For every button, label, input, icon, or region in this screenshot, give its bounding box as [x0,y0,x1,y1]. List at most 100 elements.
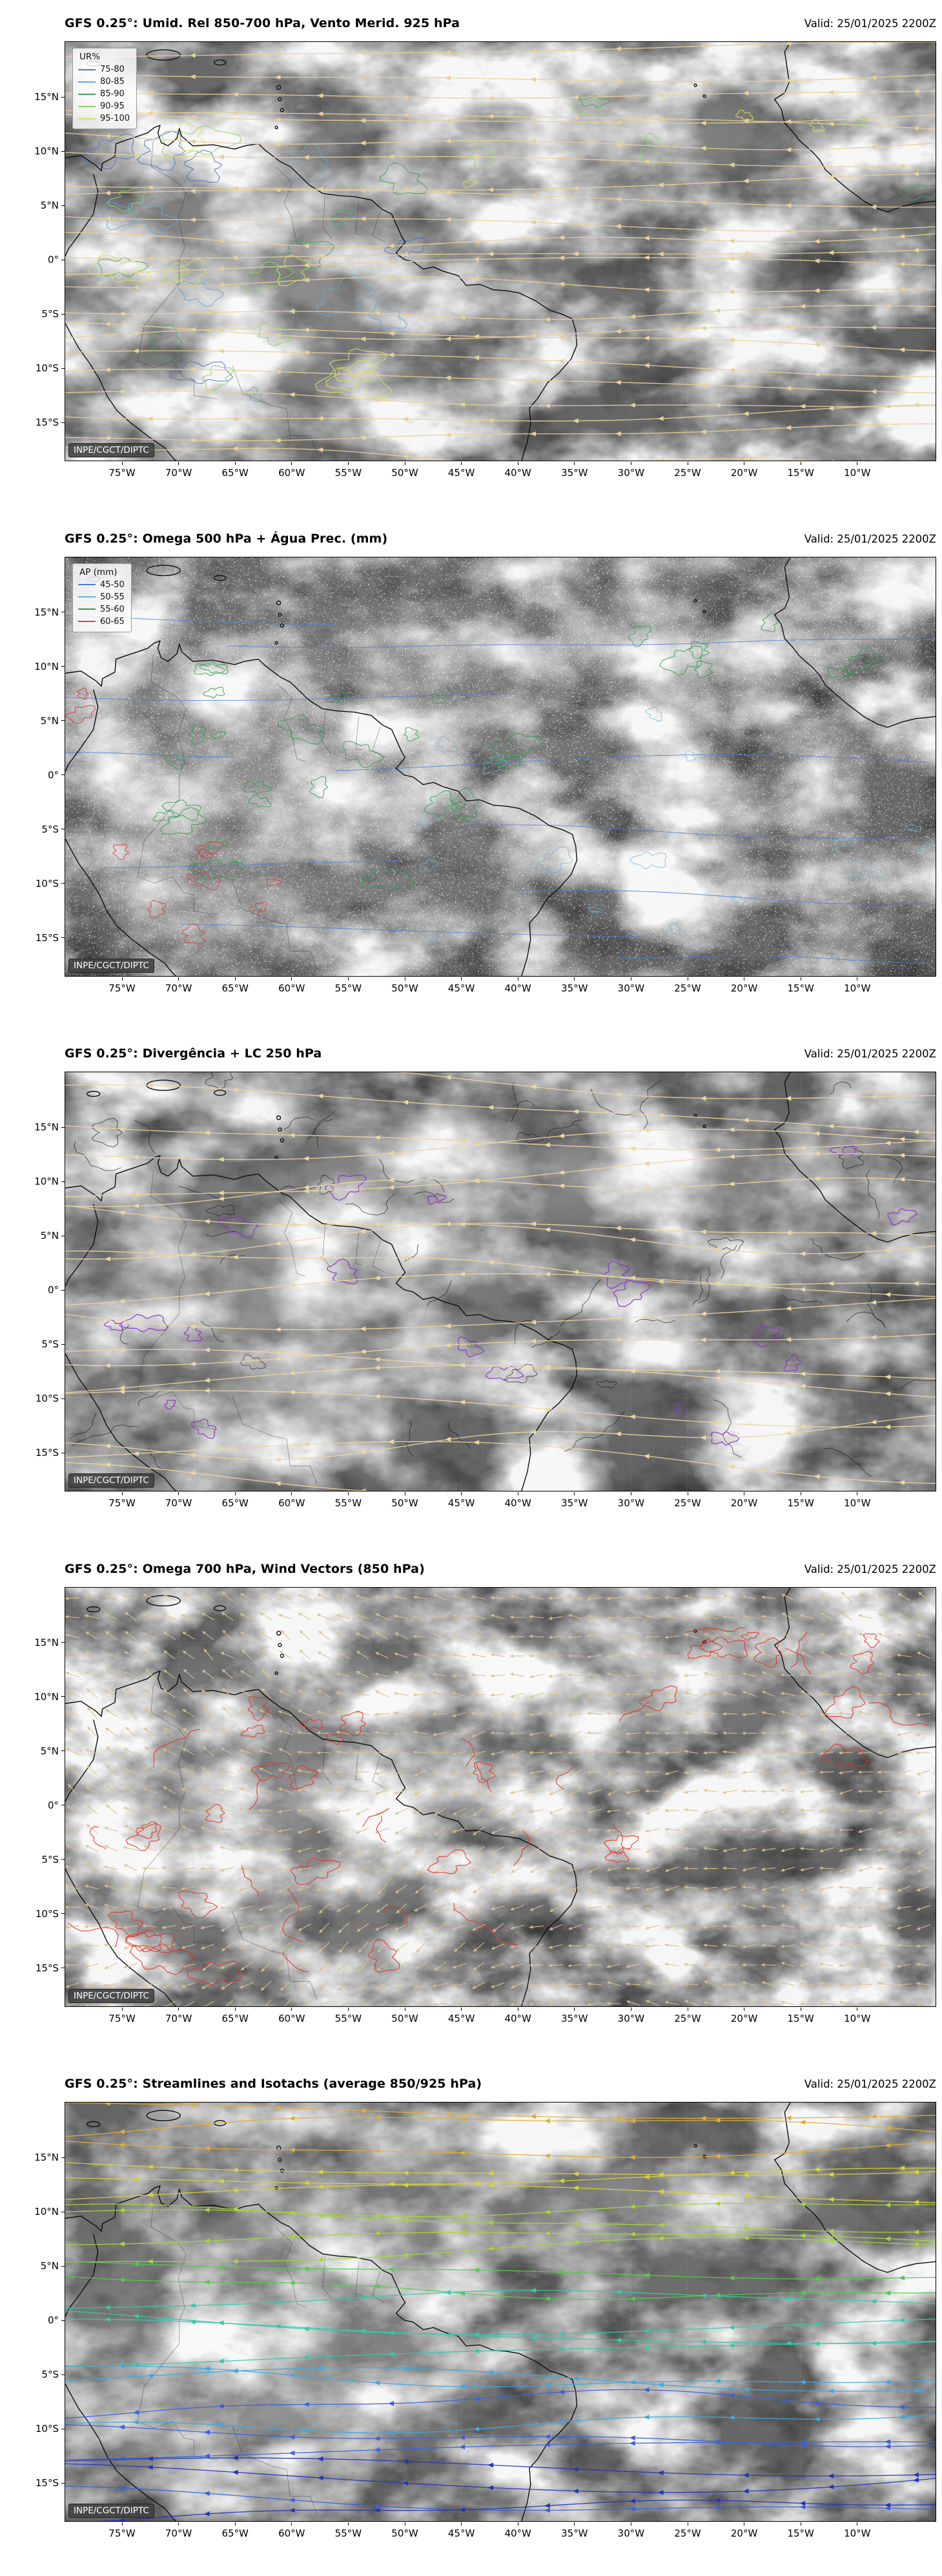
lat-tickmark [61,96,65,98]
lon-tickmark [234,2522,236,2526]
watermark-label: INPE/CGCT/DIPTC [68,958,154,973]
lat-tick-label: 5°S [41,1338,59,1351]
lon-tick-label: 10°W [844,467,871,479]
legend-line-swatch [78,584,96,586]
lon-tick-label: 40°W [504,982,531,994]
lon-tick-label: 55°W [334,467,362,479]
lon-tickmark [574,2007,575,2011]
legend-line-swatch [78,118,96,119]
lon-tick-label: 20°W [730,1497,758,1510]
lon-tick-label: 45°W [447,467,475,479]
weather-panel-5: GFS 0.25°: Streamlines and Isotachs (ave… [0,2061,942,2576]
lat-tickmark [61,151,65,152]
lat-tickmark [61,1642,65,1643]
lat-tickmark [61,774,65,776]
legend-entry-label: 55-60 [100,604,125,614]
panel-header: GFS 0.25°: Streamlines and Isotachs (ave… [65,2077,936,2091]
lat-tickmark [61,937,65,939]
weather-panel-3: GFS 0.25°: Divergência + LC 250 hPa Vali… [0,1030,942,1546]
map-legend: AP (mm) 45-50 50-55 55-60 60-65 [72,563,132,632]
lat-tick-label: 0° [47,1284,59,1296]
lon-tick-label: 75°W [108,982,136,994]
lat-tickmark [61,2320,65,2321]
legend-line-swatch [78,608,96,610]
legend-entry: 45-50 [78,579,125,591]
lon-tick-label: 60°W [278,2528,305,2540]
watermark-label: INPE/CGCT/DIPTC [68,443,154,457]
lat-tick-label: 5°N [40,2260,59,2272]
map-canvas: INPE/CGCT/DIPTC [65,2102,936,2522]
lat-tickmark [61,1859,65,1860]
lon-tick-label: 70°W [165,982,192,994]
lon-tick-label: 60°W [278,1497,305,1510]
legend-entry: 85-90 [78,88,130,100]
panel-header: GFS 0.25°: Omega 500 hPa + Água Prec. (m… [65,532,936,546]
lon-tick-label: 75°W [108,2012,136,2024]
map-svg [65,1072,936,1491]
map-svg [65,1587,936,2006]
lon-tick-label: 50°W [391,982,418,994]
lon-tickmark [347,1492,349,1496]
legend-entry: 75-80 [78,63,130,76]
map-canvas: UR% 75-80 80-85 85-90 90-95 95-100 INPE/CGCT/… [65,41,936,461]
lon-tickmark [347,2522,349,2526]
legend-entry: 80-85 [78,76,130,88]
legend-entry: 90-95 [78,100,130,112]
lat-tick-label: 10°S [35,1907,59,1920]
lon-tick-label: 15°W [787,2528,814,2540]
lat-tickmark [61,422,65,423]
lat-tickmark [61,2157,65,2158]
valid-timestamp: Valid: 25/01/2025 2200Z [804,1048,936,1061]
map-canvas: AP (mm) 45-50 50-55 55-60 60-65 INPE/CGCT/DI… [65,556,936,977]
lon-tickmark [121,2007,123,2011]
lat-tick-label: 10°N [34,145,59,157]
valid-timestamp: Valid: 25/01/2025 2200Z [804,532,936,545]
lon-tickmark [291,462,292,465]
weather-panel-4: GFS 0.25°: Omega 700 hPa, Wind Vectors (… [0,1545,942,2061]
lat-tick-label: 10°S [35,877,59,889]
legend-entry-label: 75-80 [100,65,125,74]
lon-tick-label: 35°W [561,982,588,994]
lat-tick-label: 15°N [34,1121,59,1134]
lon-tickmark [461,2007,462,2011]
legend-line-swatch [78,93,96,95]
lon-tickmark [178,977,179,981]
lon-tick-label: 10°W [844,1497,871,1510]
lon-tick-label: 60°W [278,982,305,994]
lat-tickmark [61,1181,65,1182]
lon-tick-label: 20°W [730,2012,758,2024]
legend-line-swatch [78,68,96,70]
lon-tick-label: 50°W [391,2012,418,2024]
lon-tick-label: 70°W [165,2012,192,2024]
lon-tick-label: 45°W [447,982,475,994]
lon-tickmark [178,1492,179,1496]
lon-tickmark [291,2522,292,2526]
lon-tick-label: 60°W [278,467,305,479]
lat-tick-label: 10°N [34,2206,59,2218]
panel-title: GFS 0.25°: Omega 700 hPa, Wind Vectors (… [65,1561,425,1576]
lon-tick-label: 55°W [334,2012,362,2024]
legend-entry: 50-55 [78,591,125,603]
lat-tick-label: 5°N [40,1230,59,1242]
lon-tick-label: 25°W [674,467,701,479]
lon-tickmark [347,977,349,981]
lon-tick-label: 45°W [447,1497,475,1510]
legend-entry-label: 45-50 [100,579,125,590]
legend-entry: 60-65 [78,616,125,628]
lon-tick-label: 65°W [221,982,249,994]
lat-tick-label: 5°S [41,308,59,320]
lat-tick-label: 0° [47,2314,59,2327]
lon-tick-label: 65°W [221,2528,249,2540]
lon-tick-label: 10°W [844,2528,871,2540]
legend-line-swatch [78,596,96,598]
lat-tickmark [61,205,65,206]
panel-title: GFS 0.25°: Streamlines and Isotachs (ave… [65,2077,482,2092]
legend-entry-label: 60-65 [100,616,125,627]
lon-tick-label: 30°W [617,982,645,994]
lat-tickmark [61,2374,65,2375]
lon-tick-label: 35°W [561,2528,588,2540]
panel-title: GFS 0.25°: Divergência + LC 250 hPa [65,1046,322,1061]
lat-tick-label: 10°S [35,2423,59,2435]
watermark-label: INPE/CGCT/DIPTC [68,1473,154,1488]
lat-tickmark [61,1696,65,1698]
